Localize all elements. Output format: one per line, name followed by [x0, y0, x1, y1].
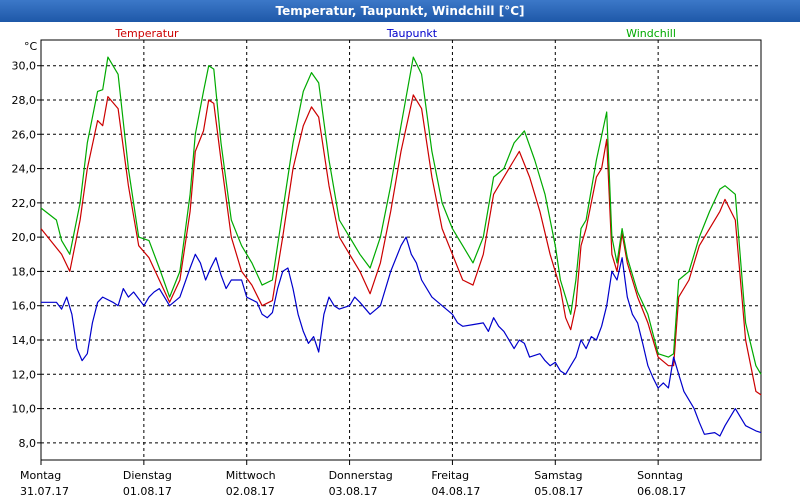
- x-tick-label-day: Samstag: [534, 469, 582, 482]
- x-tick-label-day: Freitag: [431, 469, 469, 482]
- y-tick-label: 30,0: [12, 60, 37, 73]
- y-tick-label: 26,0: [12, 128, 37, 141]
- y-tick-label: 8,0: [19, 437, 37, 450]
- x-tick-label-day: Sonntag: [637, 469, 683, 482]
- x-tick-label-day: Mittwoch: [226, 469, 276, 482]
- y-tick-label: 22,0: [12, 197, 37, 210]
- x-tick-label-date: 31.07.17: [20, 485, 69, 498]
- legend-label-taupunkt: Taupunkt: [386, 27, 438, 40]
- chart: °C 8,0 10,0 12,0 14,0 16,0 18,0 20,0 22,0 24,0 26,…: [12, 27, 762, 498]
- x-tick-label-date: 02.08.17: [226, 485, 275, 498]
- y-tick-label: 24,0: [12, 163, 37, 176]
- x-tick-label-day: Dienstag: [123, 469, 172, 482]
- y-tick-label: 12,0: [12, 368, 37, 381]
- legend-label-windchill: Windchill: [626, 27, 676, 40]
- series-line-temperatur: [40, 94, 762, 396]
- x-tick-label-date: 01.08.17: [123, 485, 172, 498]
- y-tick-label: 28,0: [12, 94, 37, 107]
- series-line-taupunkt: [41, 236, 762, 437]
- series-line-windchill: [40, 56, 762, 375]
- plot-area: [40, 39, 762, 461]
- y-tick-label: 20,0: [12, 231, 37, 244]
- y-unit-label: °C: [24, 40, 38, 53]
- chart-title: Temperatur, Taupunkt, Windchill [°C]: [0, 0, 800, 22]
- x-tick-label-date: 05.08.17: [534, 485, 583, 498]
- x-tick-label-date: 06.08.17: [637, 485, 686, 498]
- x-tick-label-date: 04.08.17: [431, 485, 480, 498]
- y-tick-label: 16,0: [12, 300, 37, 313]
- x-tick-label-day: Donnerstag: [329, 469, 393, 482]
- y-tick-label: 14,0: [12, 334, 37, 347]
- x-tick-label-day: Montag: [20, 469, 61, 482]
- y-tick-label: 10,0: [12, 403, 37, 416]
- x-tick-label-date: 03.08.17: [329, 485, 378, 498]
- y-tick-label: 18,0: [12, 265, 37, 278]
- legend-label-temperatur: Temperatur: [114, 27, 179, 40]
